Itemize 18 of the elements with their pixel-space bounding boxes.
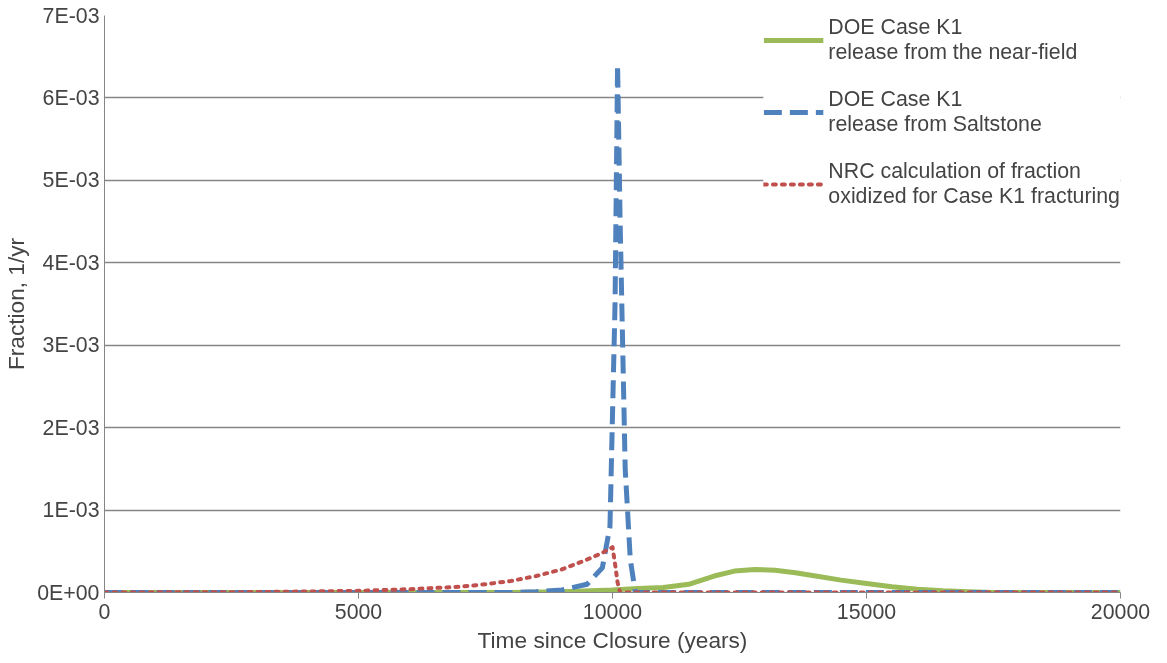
y-tick-label: 7E-03 <box>42 3 100 28</box>
y-tick-label: 4E-03 <box>42 250 100 275</box>
x-tick-label: 10000 <box>582 599 643 624</box>
x-axis-title: Time since Closure (years) <box>477 626 748 653</box>
x-tick-label: 5000 <box>334 599 383 624</box>
y-tick-label: 1E-03 <box>42 498 100 523</box>
x-tick-label: 20000 <box>1090 599 1151 624</box>
y-tick-label: 3E-03 <box>42 333 100 358</box>
legend-label: NRC calculation of fraction oxidized for Case K1 fracturing <box>828 159 1120 209</box>
legend-label: DOE Case K1 release from the near-field <box>828 15 1078 65</box>
y-tick-label: 5E-03 <box>42 168 100 193</box>
x-tick-label: 0 <box>98 599 111 624</box>
legend-label: DOE Case K1 release from Saltstone <box>828 87 1042 137</box>
y-tick-label: 0E+00 <box>37 580 100 605</box>
y-tick-label: 6E-03 <box>42 85 100 110</box>
y-tick-label: 2E-03 <box>42 415 100 440</box>
x-tick-label: 15000 <box>836 599 897 624</box>
y-axis-title: Fraction, 1/yr <box>3 237 30 371</box>
